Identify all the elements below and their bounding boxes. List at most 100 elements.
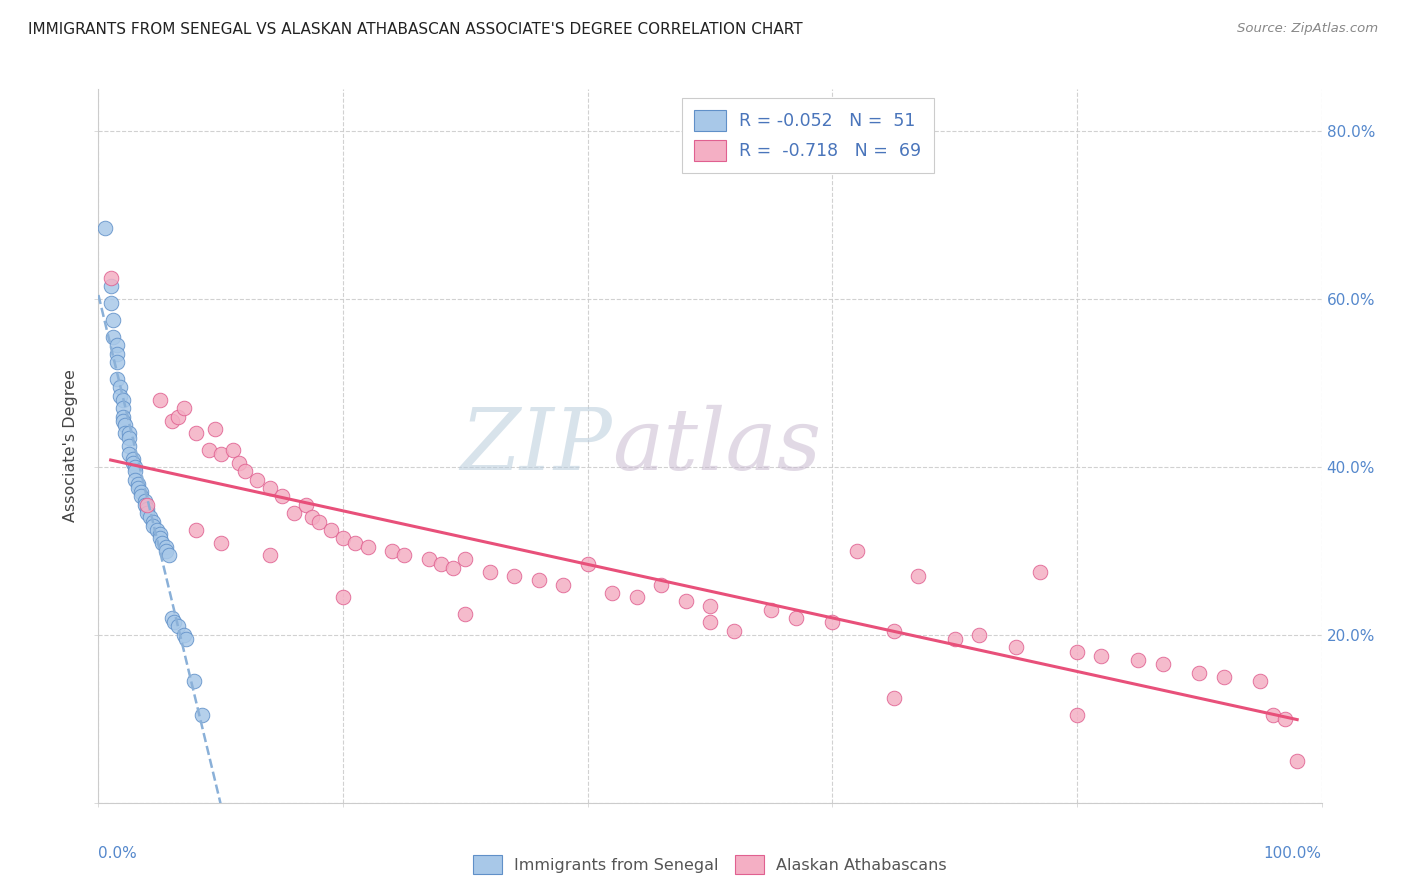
Point [155,540,177,554]
Point [1090,648,1112,663]
Point [167,619,190,633]
Point [441,560,464,574]
Point [118,439,141,453]
Point [186,426,208,441]
Point [1128,653,1150,667]
Point [142,515,165,529]
Point [600,586,623,600]
Point [136,502,159,516]
Point [650,577,672,591]
Point [127,481,149,495]
Point [553,577,575,591]
Point [149,532,172,546]
Point [381,544,404,558]
Point [943,632,966,646]
Point [93,220,115,235]
Point [118,426,141,441]
Point [1066,645,1088,659]
Point [110,389,132,403]
Point [124,473,146,487]
Point [100,271,122,285]
Point [100,279,122,293]
Point [478,565,501,579]
Point [173,628,195,642]
Point [105,338,128,352]
Point [1249,674,1271,689]
Text: 100.0%: 100.0% [1264,846,1322,861]
Point [129,485,152,500]
Y-axis label: Associate's Degree: Associate's Degree [63,369,79,523]
Point [186,523,208,537]
Text: ZIP: ZIP [460,405,612,487]
Point [173,401,195,416]
Point [1152,657,1174,672]
Point [454,552,477,566]
Point [228,456,250,470]
Point [301,510,323,524]
Point [308,515,330,529]
Point [1188,665,1211,680]
Point [270,489,294,503]
Point [246,473,269,487]
Point [149,527,172,541]
Point [259,548,281,562]
Point [1212,670,1234,684]
Point [883,690,905,705]
Point [430,557,453,571]
Point [626,590,648,604]
Point [183,674,205,689]
Point [454,607,477,621]
Point [821,615,844,630]
Text: Source: ZipAtlas.com: Source: ZipAtlas.com [1237,22,1378,36]
Point [527,574,550,588]
Point [222,443,245,458]
Point [111,392,134,407]
Point [1029,565,1052,579]
Point [761,603,783,617]
Point [114,417,136,432]
Point [142,518,165,533]
Point [157,548,180,562]
Point [883,624,905,638]
Point [136,506,159,520]
Point [134,498,156,512]
Legend: Immigrants from Senegal, Alaskan Athabascans: Immigrants from Senegal, Alaskan Athabas… [467,848,953,880]
Point [111,409,134,424]
Point [356,540,378,554]
Point [295,498,318,512]
Point [160,414,183,428]
Point [418,552,440,566]
Point [785,611,807,625]
Point [1004,640,1026,655]
Point [150,535,173,549]
Point [146,523,169,537]
Point [124,460,146,475]
Point [101,330,124,344]
Point [149,392,172,407]
Point [699,615,721,630]
Point [1286,754,1309,768]
Point [675,594,697,608]
Point [392,548,416,562]
Point [121,451,143,466]
Point [283,506,305,520]
Point [105,346,128,360]
Point [110,380,132,394]
Point [233,464,256,478]
Point [100,296,122,310]
Point [136,498,159,512]
Point [332,590,354,604]
Point [118,431,141,445]
Point [1274,712,1296,726]
Point [121,456,143,470]
Point [114,426,136,441]
Point [155,544,177,558]
Point [160,611,183,625]
Point [134,493,156,508]
Point [111,414,134,428]
Point [723,624,745,638]
Point [197,443,219,458]
Point [967,628,990,642]
Point [209,447,232,461]
Point [907,569,929,583]
